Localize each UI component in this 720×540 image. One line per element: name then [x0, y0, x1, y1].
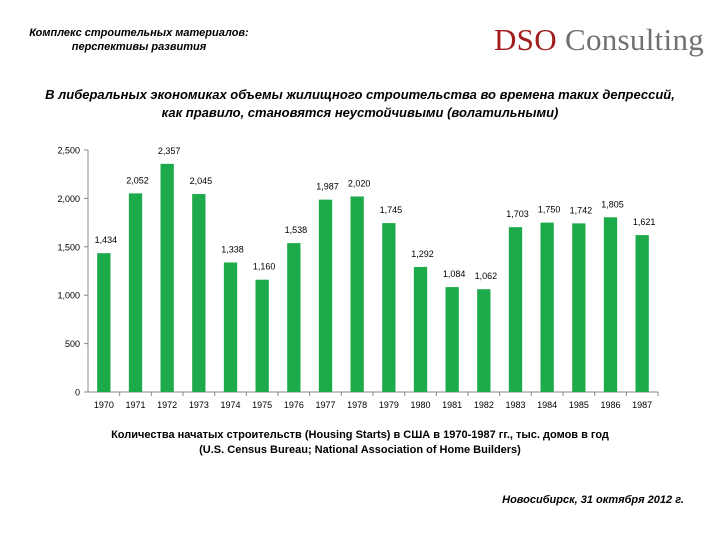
- y-tick-label: 2,500: [57, 146, 80, 156]
- bar-value-label: 1,538: [285, 225, 308, 235]
- logo-rest-text: Consulting: [556, 22, 705, 57]
- x-tick-label: 1983: [505, 400, 525, 410]
- x-tick-label: 1986: [600, 400, 620, 410]
- bar-1977: [318, 199, 333, 392]
- bar-1981: [445, 287, 459, 392]
- slide-title-line1: В либеральных экономиках объемы жилищног…: [45, 87, 675, 102]
- bar-value-label: 1,703: [506, 209, 529, 219]
- bar-value-label: 2,045: [190, 176, 213, 186]
- bar-value-label: 2,052: [126, 175, 149, 185]
- company-logo: DSO Consulting: [494, 22, 704, 58]
- bar-1983: [508, 227, 523, 392]
- header-subtitle-line1: Комплекс строительных материалов:: [29, 27, 249, 39]
- x-tick-label: 1978: [347, 400, 367, 410]
- bar-value-label: 1,745: [380, 205, 403, 215]
- bar-value-label: 1,292: [411, 249, 434, 259]
- x-tick-label: 1982: [474, 400, 494, 410]
- bar-value-label: 2,020: [348, 178, 371, 188]
- x-tick-label: 1970: [94, 400, 114, 410]
- bar-1976: [287, 243, 301, 392]
- y-tick-label: 0: [75, 388, 80, 398]
- footer-date: Новосибирск, 31 октября 2012 г.: [502, 494, 684, 506]
- bar-1974: [223, 262, 238, 392]
- bar-1978: [350, 196, 364, 392]
- bar-value-label: 1,621: [633, 217, 656, 227]
- bar-value-label: 1,987: [316, 182, 339, 192]
- bar-1984: [540, 222, 554, 392]
- bar-value-label: 1,160: [253, 262, 276, 272]
- y-tick-label: 500: [65, 339, 80, 349]
- x-tick-label: 1974: [220, 400, 240, 410]
- x-tick-label: 1981: [442, 400, 462, 410]
- bar-value-label: 1,742: [570, 205, 593, 215]
- y-tick-label: 1,000: [57, 291, 80, 301]
- y-tick-label: 1,500: [57, 242, 80, 252]
- bar-1987: [635, 235, 649, 392]
- x-tick-label: 1980: [410, 400, 430, 410]
- chart-caption-line1: Количества начатых строительств (Housing…: [111, 429, 609, 441]
- bar-1970: [97, 253, 111, 392]
- header-subtitle-line2: перспективы развития: [71, 41, 207, 53]
- bar-value-label: 2,357: [158, 146, 181, 156]
- x-tick-label: 1972: [157, 400, 177, 410]
- bar-1973: [192, 194, 206, 392]
- x-tick-label: 1985: [569, 400, 589, 410]
- bar-1971: [128, 193, 143, 392]
- x-tick-label: 1973: [189, 400, 209, 410]
- bar-1975: [255, 279, 269, 392]
- bar-1986: [603, 217, 618, 392]
- x-tick-label: 1975: [252, 400, 272, 410]
- bar-1972: [160, 163, 174, 392]
- x-tick-label: 1977: [315, 400, 335, 410]
- bar-value-label: 1,084: [443, 269, 466, 279]
- bar-1979: [382, 223, 396, 392]
- chart-caption-line2: (U.S. Census Bureau; National Associatio…: [199, 444, 521, 456]
- x-tick-label: 1976: [284, 400, 304, 410]
- bar-value-label: 1,805: [601, 199, 624, 209]
- bar-value-label: 1,338: [221, 244, 244, 254]
- bar-1982: [477, 289, 491, 392]
- bar-value-label: 1,750: [538, 205, 561, 215]
- x-tick-label: 1979: [379, 400, 399, 410]
- x-tick-label: 1971: [125, 400, 145, 410]
- x-tick-label: 1984: [537, 400, 557, 410]
- x-tick-label: 1987: [632, 400, 652, 410]
- bar-1985: [572, 223, 586, 392]
- logo-brand-text: DSO: [494, 22, 557, 57]
- bar-value-label: 1,062: [475, 271, 498, 281]
- y-tick-label: 2,000: [57, 194, 80, 204]
- bar-1980: [413, 266, 428, 392]
- bar-value-label: 1,434: [95, 235, 118, 245]
- slide-title-line2: как правило, становятся неустойчивыми (в…: [161, 105, 559, 120]
